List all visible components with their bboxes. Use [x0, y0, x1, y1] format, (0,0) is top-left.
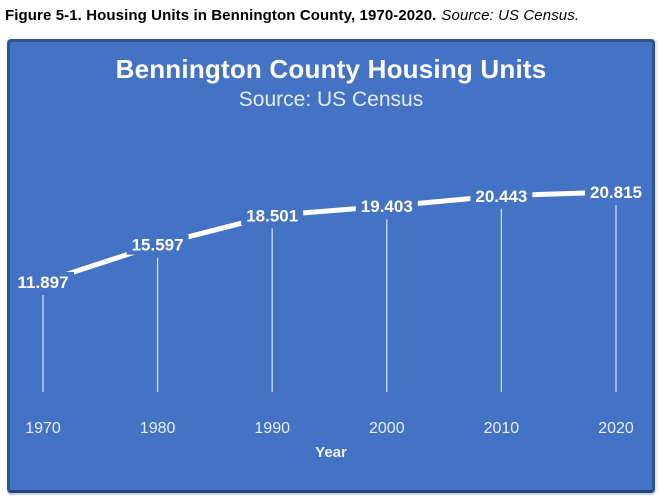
- data-label: 15.597: [132, 236, 184, 255]
- data-label: 20.443: [475, 187, 527, 206]
- data-label-background: [470, 185, 533, 206]
- x-tick-label: 1990: [254, 420, 290, 437]
- x-axis-title: Year: [315, 444, 347, 461]
- figure-caption: Figure 5-1. Housing Units in Bennington …: [5, 7, 579, 24]
- x-tick-label: 1970: [25, 420, 61, 437]
- x-tick-label: 2010: [484, 420, 520, 437]
- data-label: 18.501: [246, 206, 298, 225]
- data-label: 11.897: [17, 273, 68, 292]
- data-label-background: [12, 272, 74, 292]
- data-label-background: [126, 234, 189, 255]
- data-label: 19.403: [361, 197, 413, 216]
- data-label-background: [241, 205, 304, 226]
- chart-title: Bennington County Housing Units: [115, 54, 547, 84]
- x-tick-label: 1980: [140, 420, 176, 437]
- data-label-background: [585, 182, 647, 202]
- chart-subtitle: Source: US Census: [238, 88, 424, 111]
- housing-units-chart: Bennington County Housing Units Source: …: [7, 39, 655, 493]
- data-label: 20.815: [590, 183, 642, 202]
- x-tick-label: 2020: [598, 420, 634, 437]
- figure-caption-main: Figure 5-1. Housing Units in Bennington …: [5, 7, 437, 24]
- data-label-background: [355, 196, 418, 217]
- x-tick-label: 2000: [369, 420, 405, 437]
- figure-caption-source: Source: US Census.: [441, 7, 580, 24]
- line-plot: 11.897 1970 15.597 1980 18.501 1990 19.403 2000…: [12, 182, 647, 437]
